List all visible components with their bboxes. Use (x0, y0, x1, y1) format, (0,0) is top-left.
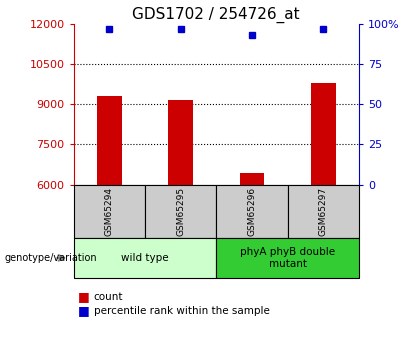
Bar (168, 100, 193, 185)
Text: genotype/variation: genotype/variation (4, 253, 97, 263)
Bar (97, 96, 122, 185)
Text: GSM65296: GSM65296 (247, 187, 257, 236)
Text: GSM65294: GSM65294 (105, 187, 114, 236)
Text: ■: ■ (78, 290, 89, 303)
Text: GSM65297: GSM65297 (319, 187, 328, 236)
Bar (239, 172, 265, 185)
Text: wild type: wild type (121, 253, 169, 263)
Title: GDS1702 / 254726_at: GDS1702 / 254726_at (132, 7, 300, 23)
Text: percentile rank within the sample: percentile rank within the sample (94, 306, 270, 315)
Text: GSM65295: GSM65295 (176, 187, 185, 236)
Bar (311, 83, 336, 185)
Text: ■: ■ (78, 304, 89, 317)
Text: phyA phyB double
mutant: phyA phyB double mutant (240, 247, 335, 269)
Text: count: count (94, 292, 123, 302)
